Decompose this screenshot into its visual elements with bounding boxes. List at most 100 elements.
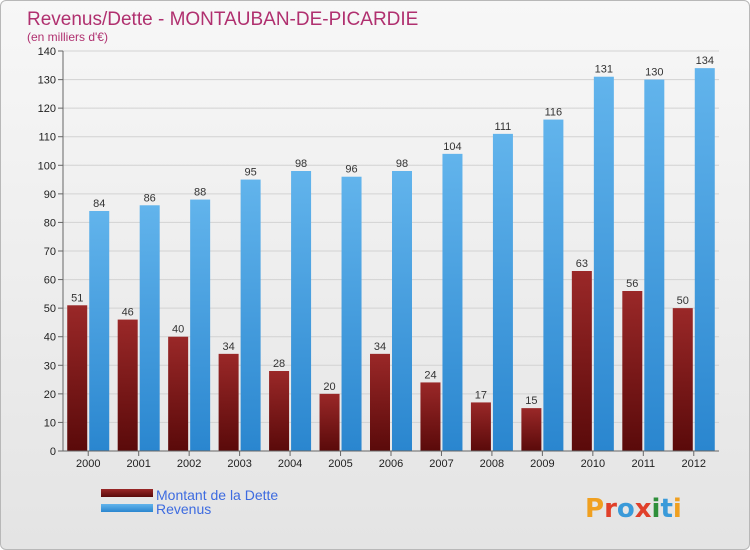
bar-dette-2001	[117, 319, 138, 451]
grid-lines	[63, 50, 719, 452]
y-tick-label: 30	[44, 360, 56, 372]
x-tick-label: 2011	[631, 458, 655, 470]
brand-logo-letter: x	[635, 494, 652, 524]
bar-dette-2003	[218, 353, 239, 451]
y-tick-label: 40	[44, 332, 56, 344]
value-label-revenus-2001: 86	[144, 192, 156, 204]
x-tick-label: 2012	[682, 458, 706, 470]
bar-revenus-2002	[190, 199, 211, 451]
legend-swatch-revenus	[101, 504, 153, 512]
bar-dette-2002	[168, 336, 189, 451]
value-label-revenus-2002: 88	[194, 187, 206, 199]
chart-subtitle: (en milliers d'€)	[27, 30, 108, 44]
bar-dette-2006	[370, 353, 390, 451]
value-label-dette-2002: 40	[172, 324, 184, 336]
brand-logo: Proxiti	[585, 494, 682, 524]
x-tick-label: 2008	[480, 458, 504, 470]
y-tick-label: 100	[38, 160, 56, 172]
bar-revenus-2009	[543, 119, 564, 452]
value-label-revenus-2012: 134	[696, 55, 714, 67]
bar-dette-2000	[67, 305, 88, 451]
x-tick-label: 2001	[126, 458, 150, 470]
brand-logo-letter: i	[673, 494, 682, 524]
value-label-dette-2000: 51	[71, 292, 83, 304]
bar-dette-2005	[319, 393, 340, 451]
legend-swatch-dette	[101, 489, 153, 497]
y-tick-label: 60	[44, 275, 56, 287]
bar-dette-2009	[521, 408, 542, 451]
value-label-dette-2005: 20	[323, 381, 335, 393]
value-label-revenus-2003: 95	[244, 167, 256, 179]
bar-dette-2007	[420, 382, 441, 451]
y-tick-label: 120	[38, 103, 56, 115]
value-label-dette-2012: 50	[677, 295, 689, 307]
value-label-revenus-2006: 98	[396, 158, 408, 170]
legend-label-dette: Montant de la Dette	[156, 487, 278, 503]
bar-revenus-2000	[89, 211, 110, 451]
legend-label-revenus: Revenus	[156, 501, 211, 517]
bar-revenus-2012	[694, 68, 715, 452]
bar-revenus-2010	[593, 76, 614, 451]
x-tick-label: 2005	[328, 458, 352, 470]
value-label-dette-2006: 34	[374, 341, 386, 353]
bar-revenus-2011	[644, 79, 665, 452]
x-tick-label: 2004	[278, 458, 302, 470]
x-tick-label: 2002	[177, 458, 201, 470]
value-label-revenus-2011: 130	[645, 67, 663, 79]
brand-logo-letter: i	[652, 494, 661, 524]
bars: 51 84 46 86 40 88 34 95 28 98 20 96 34 98 24 104 17 111 15…	[67, 55, 715, 452]
value-label-dette-2009: 15	[525, 395, 537, 407]
value-label-revenus-2008: 111	[495, 121, 512, 133]
value-label-dette-2001: 46	[122, 307, 134, 319]
y-tick-label: 70	[44, 246, 56, 258]
legend: Montant de la Dette Revenus	[101, 487, 278, 517]
brand-logo-letter: P	[585, 494, 604, 524]
y-tick-label: 0	[50, 446, 56, 458]
value-label-revenus-2007: 104	[443, 141, 461, 153]
y-tick-label: 130	[38, 75, 56, 87]
value-label-revenus-2005: 96	[345, 164, 357, 176]
value-label-dette-2010: 63	[576, 258, 588, 270]
bar-revenus-2008	[492, 133, 513, 451]
x-tick-label: 2000	[76, 458, 100, 470]
y-tick-label: 10	[44, 417, 56, 429]
x-tick-label: 2009	[530, 458, 554, 470]
y-tick-label: 20	[44, 389, 56, 401]
bar-dette-2004	[269, 371, 290, 451]
value-label-revenus-2000: 84	[93, 198, 105, 210]
value-label-revenus-2009: 116	[545, 107, 563, 119]
bar-revenus-2001	[139, 205, 160, 451]
x-axis: 2000 2001 2002 2003 2004 2005 2006 2007 2008 2009…	[63, 450, 719, 470]
value-label-dette-2008: 17	[475, 389, 487, 401]
bar-revenus-2005	[341, 176, 362, 451]
bar-dette-2010	[571, 271, 592, 451]
y-tick-label: 90	[44, 189, 56, 201]
brand-logo-letter: r	[604, 494, 617, 524]
bar-revenus-2003	[240, 179, 261, 452]
y-tick-label: 140	[38, 46, 56, 58]
brand-logo-letter: t	[660, 494, 672, 524]
bar-revenus-2004	[291, 171, 312, 451]
bar-dette-2012	[672, 308, 693, 451]
bar-revenus-2007	[442, 153, 463, 451]
bar-dette-2008	[470, 402, 491, 451]
chart-title: Revenus/Dette - MONTAUBAN-DE-PICARDIE	[27, 9, 418, 30]
y-tick-label: 50	[44, 303, 56, 315]
y-axis: 0 10 20 30 40 50 60 70 80 90 100 110 120 130 140	[38, 46, 64, 458]
bar-dette-2011	[622, 291, 643, 451]
x-tick-label: 2006	[379, 458, 403, 470]
x-tick-label: 2010	[581, 458, 605, 470]
x-tick-label: 2003	[227, 458, 251, 470]
value-label-revenus-2004: 98	[295, 158, 307, 170]
value-label-dette-2004: 28	[273, 358, 285, 370]
value-label-dette-2007: 24	[424, 369, 436, 381]
value-label-revenus-2010: 131	[595, 64, 613, 76]
x-tick-label: 2007	[429, 458, 453, 470]
brand-logo-letter: o	[617, 494, 635, 524]
value-label-dette-2011: 56	[626, 278, 638, 290]
y-tick-label: 110	[38, 132, 56, 144]
y-tick-label: 80	[44, 217, 56, 229]
value-label-dette-2003: 34	[222, 341, 234, 353]
